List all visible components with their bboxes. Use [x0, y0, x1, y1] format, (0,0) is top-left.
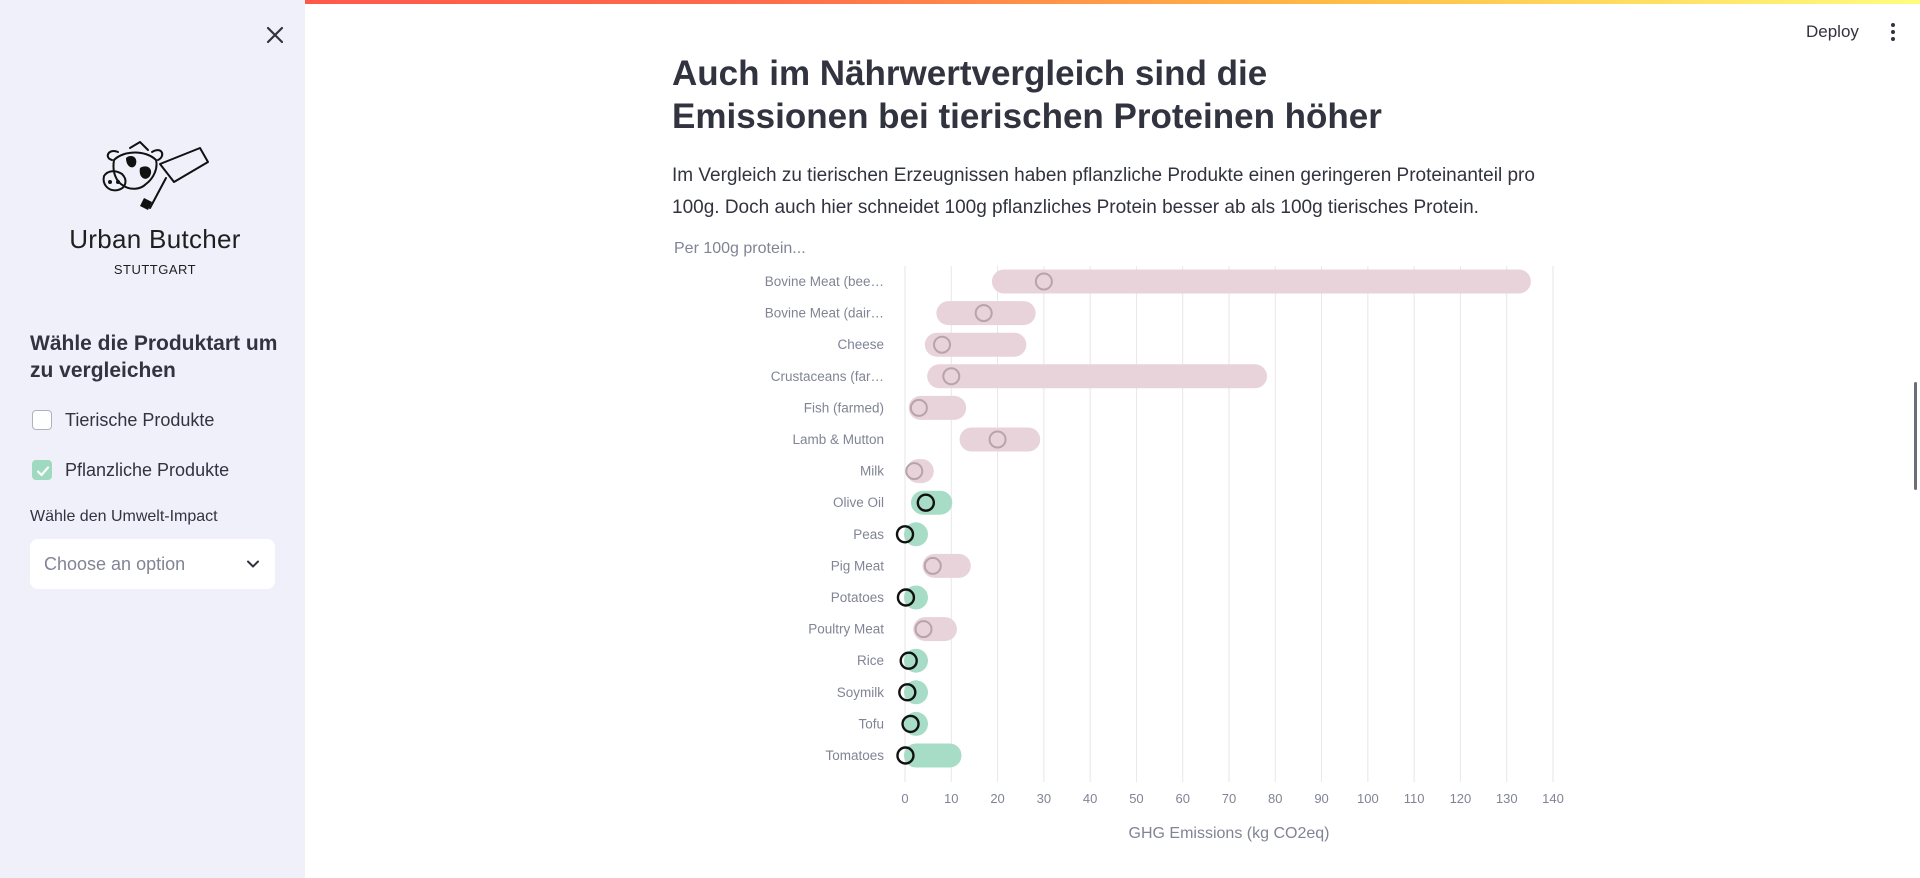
median-marker	[905, 462, 924, 481]
page-title: Auch im Nährwertvergleich sind die Emiss…	[672, 54, 1382, 136]
cow-cleaver-logo	[102, 141, 209, 210]
median-marker	[933, 335, 952, 354]
y-tick-label: Peas	[853, 527, 884, 542]
chevron-down-icon	[247, 560, 259, 568]
y-tick-label: Olive Oil	[833, 495, 884, 510]
close-icon	[266, 26, 284, 44]
x-tick-label: 60	[1175, 791, 1189, 806]
main-menu-button[interactable]	[1883, 20, 1903, 46]
y-tick-label: Tomatoes	[825, 748, 884, 763]
brand-city: STUTTGART	[113, 262, 197, 277]
kebab-dot	[1891, 23, 1895, 27]
x-tick-label: 100	[1357, 791, 1379, 806]
median-marker	[988, 430, 1007, 449]
x-tick-label: 130	[1496, 791, 1518, 806]
impact-select-label: Wähle den Umwelt-Impact	[30, 508, 218, 525]
median-marker	[901, 714, 920, 734]
y-tick-label: Lamb & Mutton	[792, 432, 884, 447]
select-placeholder: Choose an option	[44, 553, 186, 574]
median-marker	[895, 525, 915, 544]
median-marker	[923, 556, 942, 575]
emissions-range-chart: 0 10 20 30 40 50 60 70 80 90 100 110 120 130 140 Bovine…	[765, 266, 1564, 842]
intro-paragraph: Im Vergleich zu tierischen Erzeugnissen …	[672, 165, 1535, 218]
checkbox-label: Tierische Produkte	[65, 409, 215, 430]
y-tick-label: Bovine Meat (dair…	[765, 306, 884, 321]
x-tick-label: 120	[1450, 791, 1472, 806]
x-tick-label: 0	[901, 791, 908, 806]
kebab-dot	[1891, 30, 1895, 34]
y-tick-label: Poultry Meat	[808, 622, 884, 637]
x-tick-label: 140	[1542, 791, 1564, 806]
checkbox-tierische-produkte[interactable]: Tierische Produkte	[32, 408, 214, 432]
y-tick-label: Tofu	[858, 716, 884, 731]
y-tick-label: Bovine Meat (bee…	[765, 274, 884, 289]
x-tick-label: 20	[990, 791, 1004, 806]
checkbox-box[interactable]	[32, 410, 52, 430]
kebab-dot	[1891, 37, 1895, 41]
sidebar-heading: Wähle die Produktart um zu vergleichen	[30, 332, 278, 382]
y-tick-label: Cheese	[837, 337, 884, 352]
x-tick-label: 40	[1083, 791, 1097, 806]
median-marker	[914, 620, 933, 639]
impact-select[interactable]: Choose an option	[30, 539, 275, 589]
median-marker	[916, 493, 936, 512]
checkbox-box-checked[interactable]	[32, 460, 52, 480]
x-tick-label: 80	[1268, 791, 1282, 806]
median-marker	[909, 398, 928, 417]
y-tick-label: Soymilk	[837, 685, 885, 700]
checkbox-label: Pflanzliche Produkte	[65, 459, 230, 480]
median-marker	[896, 746, 915, 765]
median-marker	[1034, 272, 1053, 291]
y-tick-label: Crustaceans (far…	[771, 369, 884, 384]
x-tick-label: 110	[1404, 791, 1425, 806]
chart-title: Per 100g protein...	[674, 240, 806, 257]
median-marker	[974, 304, 993, 323]
x-axis-label: GHG Emissions (kg CO2eq)	[1129, 825, 1330, 842]
median-marker	[898, 683, 917, 702]
close-sidebar-button[interactable]	[262, 22, 288, 48]
median-marker	[899, 651, 918, 670]
median-marker	[942, 367, 961, 386]
y-tick-label: Potatoes	[831, 590, 885, 605]
y-tick-label: Fish (farmed)	[804, 400, 884, 415]
x-tick-label: 50	[1129, 791, 1143, 806]
brand-name: Urban Butcher	[69, 224, 241, 254]
x-tick-label: 90	[1314, 791, 1328, 806]
x-tick-label: 70	[1222, 791, 1236, 806]
scrollbar-thumb[interactable]	[1914, 382, 1917, 490]
checkmark-icon	[36, 466, 50, 477]
median-marker	[896, 588, 916, 607]
x-tick-label: 30	[1037, 791, 1051, 806]
deploy-button[interactable]: Deploy	[1806, 22, 1859, 41]
y-tick-label: Rice	[857, 653, 884, 668]
y-tick-label: Pig Meat	[831, 558, 885, 573]
top-accent-bar	[0, 0, 1920, 4]
y-tick-label: Milk	[860, 464, 884, 479]
sidebar: Urban Butcher STUTTGART Wähle die Produk…	[0, 0, 305, 878]
x-tick-label: 10	[944, 791, 958, 806]
checkbox-pflanzliche-produkte[interactable]: Pflanzliche Produkte	[32, 458, 229, 482]
